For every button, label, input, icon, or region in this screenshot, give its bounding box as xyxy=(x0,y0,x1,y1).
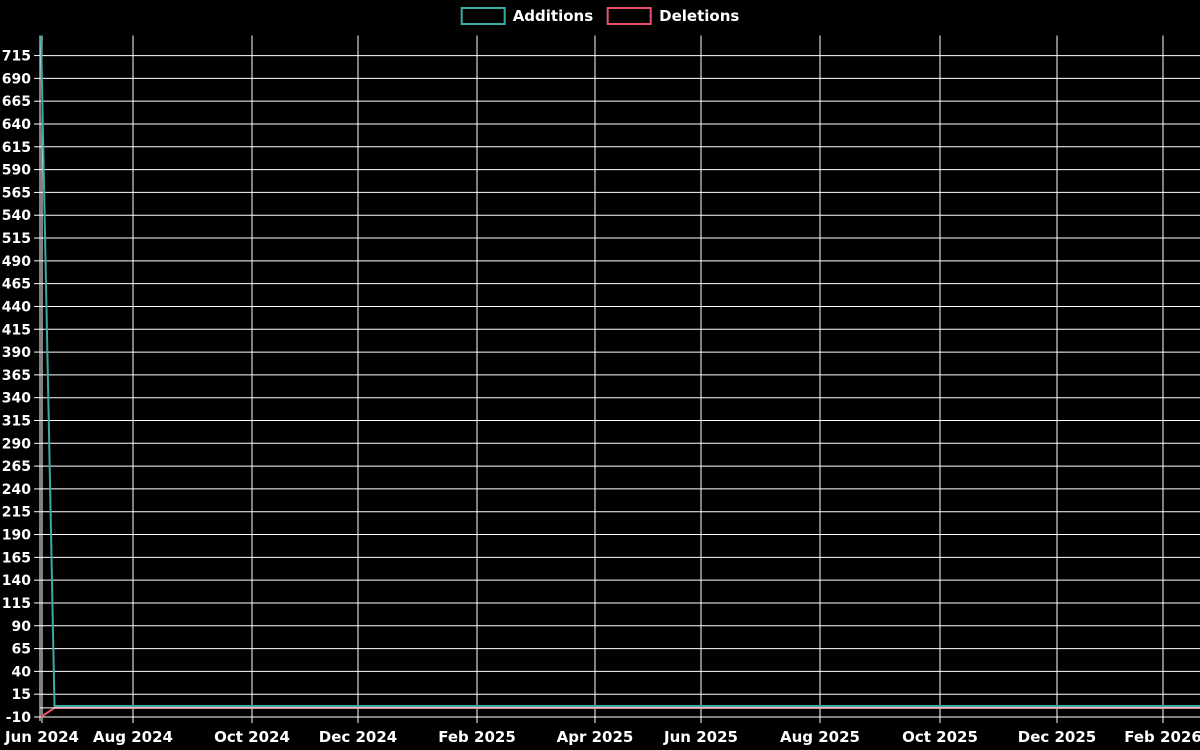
x-tick-label: Aug 2024 xyxy=(93,728,173,746)
x-tick-label: Apr 2025 xyxy=(557,728,634,746)
y-tick-label: 315 xyxy=(2,413,31,429)
y-tick-label: 115 xyxy=(2,596,31,612)
x-tick-label: Aug 2025 xyxy=(780,728,860,746)
legend-additions-label: Additions xyxy=(512,6,594,25)
y-tick-label: 715 xyxy=(2,49,31,65)
y-tick-label: 615 xyxy=(2,140,31,156)
deletions-line xyxy=(40,706,1200,718)
y-tick-label: 565 xyxy=(2,185,31,201)
y-tick-label: 40 xyxy=(12,664,32,680)
y-tick-label: 365 xyxy=(2,368,31,384)
x-tick-label: Oct 2025 xyxy=(902,728,978,746)
y-tick-label: 440 xyxy=(2,299,31,315)
additions-swatch-icon xyxy=(460,7,506,25)
y-tick-label: 165 xyxy=(2,550,31,566)
y-tick-label: 515 xyxy=(2,231,31,247)
y-tick-label: 240 xyxy=(2,482,31,498)
y-tick-label: 140 xyxy=(2,573,31,589)
chart-legend: Additions Deletions xyxy=(460,6,739,25)
legend-item-additions[interactable]: Additions xyxy=(460,6,594,25)
deletions-swatch-icon xyxy=(607,7,653,25)
y-tick-label: 415 xyxy=(2,322,31,338)
y-tick-label: 265 xyxy=(2,459,31,475)
y-tick-label: 290 xyxy=(2,436,31,452)
y-tick-label: 190 xyxy=(2,528,31,544)
x-tick-label: Dec 2024 xyxy=(319,728,398,746)
y-tick-label: 640 xyxy=(2,117,31,133)
y-tick-label: 215 xyxy=(2,505,31,521)
y-tick-label: 340 xyxy=(2,391,31,407)
y-tick-label: 590 xyxy=(2,163,31,179)
x-tick-label: Jun 2024 xyxy=(4,728,79,746)
y-tick-label: 540 xyxy=(2,208,31,224)
x-tick-label: Oct 2024 xyxy=(214,728,290,746)
legend-item-deletions[interactable]: Deletions xyxy=(607,7,739,25)
y-tick-label: -10 xyxy=(6,710,32,726)
y-tick-label: 665 xyxy=(2,94,31,110)
additions-line xyxy=(40,35,1200,708)
y-tick-label: 465 xyxy=(2,277,31,293)
y-tick-label: 15 xyxy=(12,687,31,703)
y-tick-label: 390 xyxy=(2,345,31,361)
x-tick-label: Dec 2025 xyxy=(1018,728,1097,746)
x-tick-label: Feb 2025 xyxy=(438,728,516,746)
legend-deletions-label: Deletions xyxy=(659,6,740,25)
y-tick-label: 690 xyxy=(2,71,31,87)
y-tick-label: 490 xyxy=(2,254,31,270)
x-tick-label: Jun 2025 xyxy=(663,728,738,746)
y-tick-label: 65 xyxy=(12,642,31,658)
y-tick-label: 90 xyxy=(12,619,32,635)
x-tick-label: Feb 2026 xyxy=(1124,728,1200,746)
